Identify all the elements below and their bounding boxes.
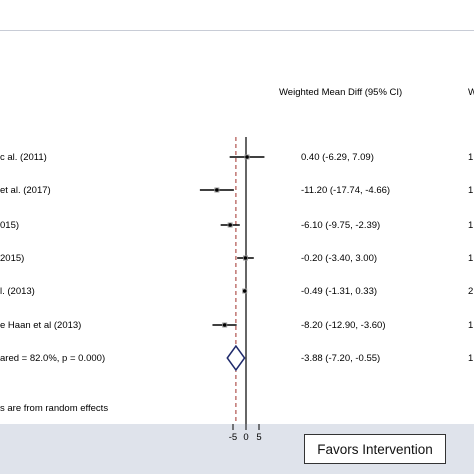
ci-value: -0.49 (-1.31, 0.33) <box>301 286 378 297</box>
ci-value: 0.40 (-6.29, 7.09) <box>301 152 374 163</box>
weight-value: 1 <box>468 220 474 231</box>
study-point-estimate <box>245 155 249 159</box>
overall-weight-value: 1 <box>468 353 474 364</box>
study-point-estimate <box>222 323 227 327</box>
study-label: 015) <box>0 220 20 231</box>
weight-value: 1 <box>468 152 474 163</box>
weight-value: 1 <box>468 320 474 331</box>
weight-value: 1 <box>468 185 474 196</box>
study-label: et al. (2017) <box>0 185 51 196</box>
overall-diamond <box>226 344 246 372</box>
study-label: 2015) <box>0 253 25 264</box>
study-point-estimate <box>228 223 232 227</box>
top-rule <box>0 30 474 31</box>
x-tick-label: -5 <box>228 432 238 443</box>
overall-ci-value: -3.88 (-7.20, -0.55) <box>301 353 381 364</box>
overall-label: ared = 82.0%, p = 0.000) <box>0 353 106 364</box>
ci-column-header: Weighted Mean Diff (95% CI) <box>279 87 403 98</box>
study-point-estimate <box>215 188 219 192</box>
ci-value: -6.10 (-9.75, -2.39) <box>301 220 381 231</box>
study-label: e Haan et al (2013) <box>0 320 82 331</box>
random-effects-note: s are from random effects <box>0 403 109 414</box>
study-label: c al. (2011) <box>0 152 47 163</box>
weight-column-header: W <box>468 87 474 98</box>
study-point-estimate <box>243 256 248 260</box>
study-point-estimate <box>242 289 247 293</box>
x-tick-label: 0 <box>243 432 249 443</box>
study-label: l. (2013) <box>0 286 35 297</box>
ci-value: -0.20 (-3.40, 3.00) <box>301 253 378 264</box>
x-tick-label: 5 <box>256 432 262 443</box>
ci-value: -8.20 (-12.90, -3.60) <box>301 320 386 331</box>
weight-value: 1 <box>468 253 474 264</box>
favors-intervention-label: Favors Intervention <box>304 434 446 464</box>
weight-value: 2 <box>468 286 474 297</box>
ci-value: -11.20 (-17.74, -4.66) <box>301 185 391 196</box>
